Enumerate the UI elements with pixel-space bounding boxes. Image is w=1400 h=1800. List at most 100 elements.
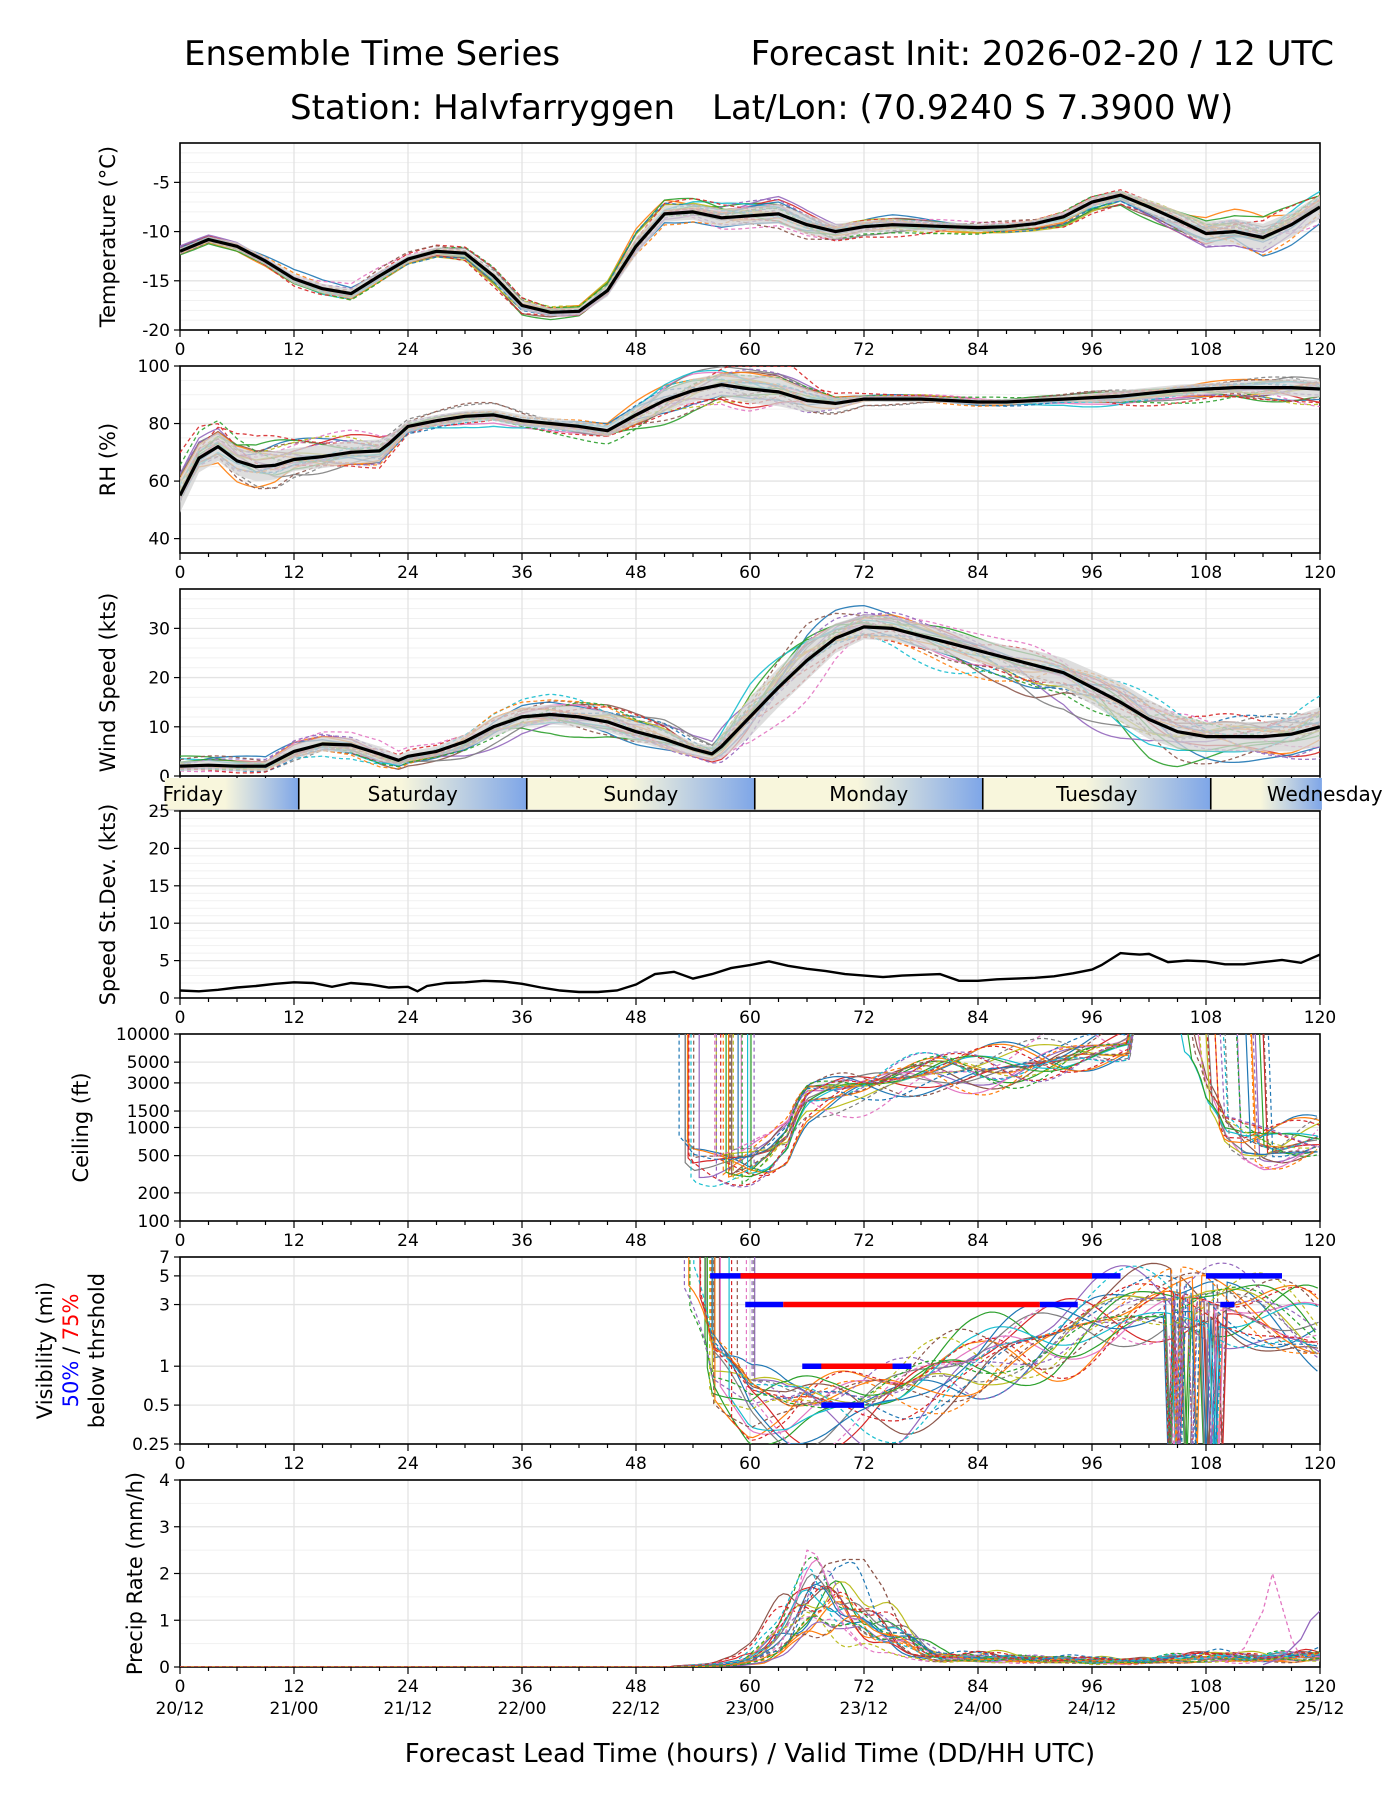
x-tick-label: 84 — [967, 1677, 989, 1697]
y-tick-label: 0 — [159, 767, 170, 787]
y-tick-label: 5 — [159, 1267, 170, 1287]
member-line — [736, 1257, 1317, 1444]
y-tick-label: 10 — [148, 914, 170, 934]
x-tick-label: 12 — [283, 1454, 305, 1474]
member-line — [688, 1034, 1317, 1186]
x-tick-label: 72 — [853, 1677, 875, 1697]
x-tick-label: 0 — [175, 563, 186, 583]
member-line — [706, 1257, 1316, 1444]
x-tick-label: 24 — [397, 1454, 419, 1474]
y-axis-label: Temperature (°C) — [96, 146, 120, 328]
panel-visibility: 0.25 0.5 1 3 57 0 12 24 36 48 60 72 84 96 108 120 Visibi… — [33, 1248, 1336, 1474]
x-tick-label: 120 — [1304, 1231, 1336, 1251]
x-axis-label: Forecast Lead Time (hours) / Valid Time … — [405, 1739, 1095, 1769]
x-date-label: 23/12 — [840, 1699, 889, 1719]
x-tick-label: 24 — [397, 340, 419, 360]
x-tick-label: 120 — [1304, 1454, 1336, 1474]
member-line — [731, 1257, 1317, 1444]
member-line — [180, 197, 1320, 317]
ensemble-spread-band — [180, 190, 1320, 317]
x-tick-label: 36 — [511, 1008, 533, 1028]
panel-wind: 0 10 20 30 Wind Speed (kts) — [96, 588, 1321, 787]
x-tick-label: 48 — [625, 1008, 647, 1028]
title-left: Ensemble Time Series — [184, 34, 561, 74]
y-tick-label: 10 — [148, 718, 170, 738]
y-tick-label: -10 — [142, 223, 170, 243]
day-label: Sunday — [603, 782, 678, 806]
outlier-member-line — [1224, 1572, 1302, 1663]
member-line — [753, 1257, 1320, 1444]
day-label: Tuesday — [1055, 782, 1138, 806]
y-axis-label: Visibility (mi) — [33, 1282, 57, 1419]
y-tick-label: 7 — [159, 1248, 170, 1268]
y-tick-label: 1 — [159, 1357, 170, 1377]
panel-rh: 40 60 80 100 0 12 24 36 48 60 72 84 96 108 120 RH (%) — [96, 357, 1336, 583]
x-tick-label: 72 — [853, 1454, 875, 1474]
member-line — [729, 1034, 1320, 1176]
y-tick-label: 1000 — [127, 1119, 170, 1139]
x-tick-label: 60 — [739, 1008, 761, 1028]
x-date-label: 22/12 — [612, 1699, 661, 1719]
member-line — [728, 1257, 1319, 1444]
panel-speed-sd: 0 5 10 15 20 25 0 12 24 36 48 60 72 84 96 108 120 Speed S… — [96, 802, 1336, 1028]
member-line — [684, 1034, 1318, 1173]
member-line — [180, 1561, 1320, 1667]
label-50pct: 50% — [59, 1361, 83, 1408]
y-tick-label: 60 — [148, 472, 170, 492]
ensemble-mean-line — [180, 383, 1320, 497]
member-line — [683, 1257, 1317, 1444]
outlier-member-line — [777, 1549, 865, 1654]
latlon-label: Lat/Lon: (70.9240 S 7.3900 W) — [712, 88, 1234, 128]
x-date-label: 21/12 — [384, 1699, 433, 1719]
y-tick-label: 3 — [159, 1518, 170, 1538]
ensemble-mean-line — [180, 625, 1320, 768]
member-line — [180, 387, 1320, 501]
y-tick-label: -20 — [142, 321, 170, 341]
x-tick-label: 48 — [625, 563, 647, 583]
y-tick-label: 2 — [159, 1565, 170, 1585]
x-tick-label: 12 — [283, 1008, 305, 1028]
y-tick-label: 15 — [148, 877, 170, 897]
x-tick-label: 48 — [625, 1231, 647, 1251]
x-tick-label: 36 — [511, 340, 533, 360]
y-tick-label: 0 — [159, 989, 170, 1009]
y-tick-label: 80 — [148, 415, 170, 435]
day-band — [526, 778, 755, 810]
member-line — [714, 1034, 1319, 1169]
x-tick-label: 60 — [739, 563, 761, 583]
station-label: Station: Halvfarryggen — [290, 88, 676, 128]
x-date-label: 25/12 — [1296, 1699, 1345, 1719]
member-line — [751, 1257, 1318, 1444]
member-line — [720, 1034, 1320, 1177]
x-tick-label: 48 — [625, 340, 647, 360]
member-line — [725, 1034, 1320, 1178]
y-tick-label: 100 — [138, 357, 170, 377]
y-axis-label: Precip Rate (mm/h) — [123, 1472, 147, 1675]
member-line — [180, 381, 1320, 499]
x-tick-label: 120 — [1304, 563, 1336, 583]
member-line — [699, 1257, 1318, 1444]
y-tick-label: 100 — [138, 1212, 170, 1232]
x-tick-label: 0 — [175, 1454, 186, 1474]
ensemble-members — [678, 1034, 1320, 1188]
y-axis-label: RH (%) — [96, 423, 120, 496]
x-date-label: 21/00 — [270, 1699, 319, 1719]
x-tick-label: 0 — [175, 1677, 186, 1697]
x-tick-label: 36 — [511, 1231, 533, 1251]
x-tick-label: 72 — [853, 340, 875, 360]
speed-sd-line — [180, 951, 1320, 994]
x-tick-label: 36 — [511, 1454, 533, 1474]
member-line — [730, 1034, 1320, 1160]
y-tick-label: 20 — [148, 669, 170, 689]
x-tick-label: 84 — [967, 1454, 989, 1474]
x-tick-label: 36 — [511, 563, 533, 583]
x-tick-label: 120 — [1304, 340, 1336, 360]
x-tick-label: 24 — [397, 1008, 419, 1028]
x-tick-label: 108 — [1190, 340, 1222, 360]
x-tick-label: 12 — [283, 1231, 305, 1251]
y-tick-label: -5 — [153, 173, 170, 193]
x-tick-label: 0 — [175, 340, 186, 360]
day-band — [754, 778, 983, 810]
